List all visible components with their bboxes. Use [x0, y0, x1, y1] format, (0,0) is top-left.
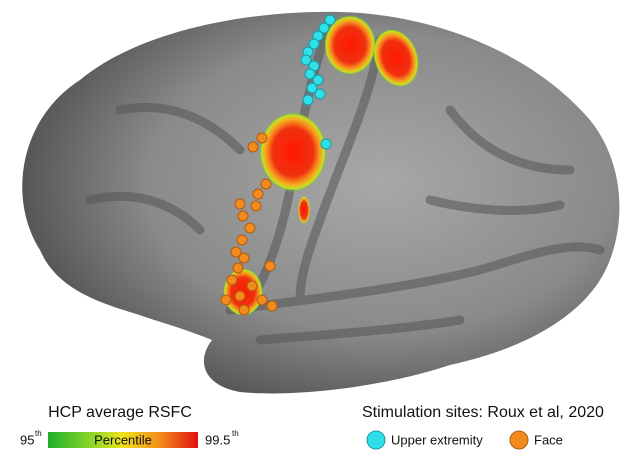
colorbar-min: 95	[20, 432, 34, 447]
legend-item: Upper extremity	[391, 432, 483, 447]
colorbar-max-sup: th	[232, 429, 239, 438]
brain-surface	[22, 11, 620, 394]
colorbar	[48, 432, 198, 448]
colorbar-min-sup: th	[35, 429, 42, 438]
colorbar-max: 99.5	[205, 432, 230, 447]
colorbar-label: Percentile	[94, 432, 152, 447]
rsfc-map	[223, 15, 420, 316]
legend-swatch	[366, 430, 386, 450]
legend-swatch	[509, 430, 529, 450]
legend-title: Stimulation sites: Roux et al, 2020	[362, 404, 604, 421]
face-sites	[220, 132, 278, 316]
legend-title: HCP average RSFC	[48, 404, 192, 421]
legend-item: Face	[534, 432, 563, 447]
upper-extremity-sites	[300, 14, 336, 150]
